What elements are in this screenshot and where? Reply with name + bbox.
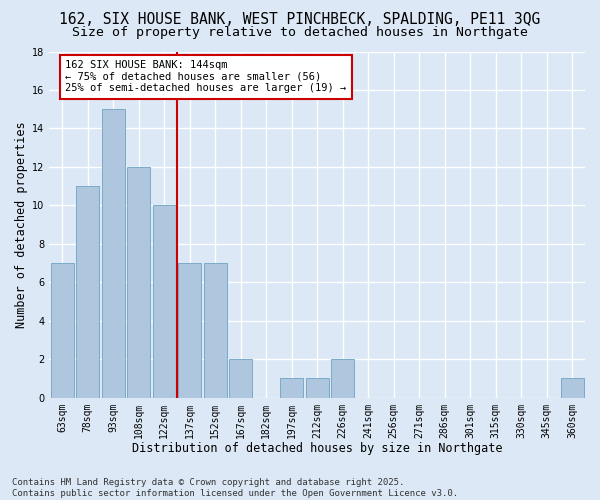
Bar xyxy=(280,378,303,398)
Bar xyxy=(127,167,150,398)
Bar xyxy=(152,206,176,398)
Bar xyxy=(306,378,329,398)
Text: 162, SIX HOUSE BANK, WEST PINCHBECK, SPALDING, PE11 3QG: 162, SIX HOUSE BANK, WEST PINCHBECK, SPA… xyxy=(59,12,541,28)
X-axis label: Distribution of detached houses by size in Northgate: Distribution of detached houses by size … xyxy=(132,442,502,455)
Text: Contains HM Land Registry data © Crown copyright and database right 2025.
Contai: Contains HM Land Registry data © Crown c… xyxy=(12,478,458,498)
Bar xyxy=(50,263,74,398)
Bar xyxy=(76,186,99,398)
Text: Size of property relative to detached houses in Northgate: Size of property relative to detached ho… xyxy=(72,26,528,39)
Bar xyxy=(331,360,354,398)
Y-axis label: Number of detached properties: Number of detached properties xyxy=(15,122,28,328)
Bar xyxy=(204,263,227,398)
Text: 162 SIX HOUSE BANK: 144sqm
← 75% of detached houses are smaller (56)
25% of semi: 162 SIX HOUSE BANK: 144sqm ← 75% of deta… xyxy=(65,60,347,94)
Bar xyxy=(229,360,252,398)
Bar xyxy=(561,378,584,398)
Bar xyxy=(101,109,125,398)
Bar xyxy=(178,263,201,398)
